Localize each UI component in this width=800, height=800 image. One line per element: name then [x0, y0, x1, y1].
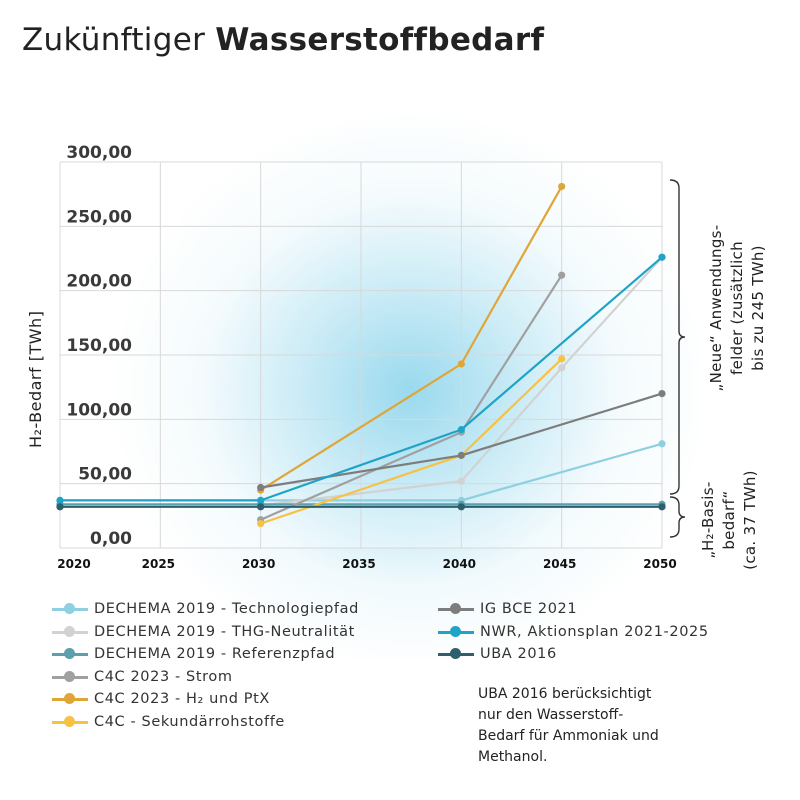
legend-label: DECHEMA 2019 - THG-Neutralität — [94, 623, 355, 640]
x-tick-label: 2045 — [543, 557, 576, 571]
legend-column-left: DECHEMA 2019 - Technologiepfad DECHEMA 20… — [52, 598, 359, 733]
legend-swatch — [52, 648, 88, 660]
data-point — [457, 451, 465, 459]
y-tick-label: 100,00 — [66, 400, 132, 420]
data-point — [558, 355, 566, 363]
annotation-neue-anwendungsfelder: „Neue“ Anwendungs- felder (zusätzlich bi… — [707, 224, 767, 392]
data-point — [658, 440, 666, 448]
x-tick-label: 2050 — [643, 557, 676, 571]
title-bold: Wasserstoffbedarf — [215, 22, 545, 58]
legend-label: NWR, Aktionsplan 2021-2025 — [480, 623, 709, 640]
x-tick-label: 2025 — [142, 557, 175, 571]
legend-swatch — [52, 693, 88, 705]
legend-label: IG BCE 2021 — [480, 601, 578, 618]
data-point — [658, 253, 666, 261]
legend-column-right: IG BCE 2021 NWR, Aktionsplan 2021-2025 UBA… — [438, 598, 709, 666]
data-point — [457, 360, 465, 368]
legend-swatch — [52, 625, 88, 638]
legend-item: C4C 2023 - H₂ und PtX — [52, 688, 359, 711]
data-point — [457, 477, 465, 485]
data-point — [56, 496, 64, 504]
data-point — [257, 483, 265, 492]
legend-item: IG BCE 2021 — [438, 598, 709, 621]
data-point — [457, 426, 465, 434]
y-tick-label: 200,00 — [66, 272, 132, 292]
legend-swatch — [52, 670, 88, 683]
x-tick-label: 2030 — [242, 557, 275, 571]
footnote: UBA 2016 berücksichtigt nur den Wasserst… — [478, 686, 659, 765]
legend-item: DECHEMA 2019 - Referenzpfad — [52, 643, 359, 666]
data-point — [558, 182, 566, 191]
legend-label: DECHEMA 2019 - Technologiepfad — [94, 601, 359, 618]
y-axis-label: H₂-Bedarf [TWh] — [26, 310, 45, 448]
y-tick-label: 0,00 — [90, 529, 132, 549]
legend-item: C4C 2023 - Strom — [52, 666, 359, 689]
legend-item: C4C - Sekundärrohstoffe — [52, 711, 359, 734]
legend-swatch — [438, 625, 474, 638]
data-point — [257, 519, 265, 528]
data-point — [56, 503, 64, 511]
legend-item: NWR, Aktionsplan 2021-2025 — [438, 621, 709, 644]
y-tick-label: 250,00 — [66, 207, 132, 227]
series-line-1 — [260, 256, 663, 507]
legend-label: UBA 2016 — [480, 646, 557, 663]
legend-swatch — [438, 603, 474, 615]
x-tick-label: 2020 — [57, 557, 90, 571]
x-tick-label: 2040 — [443, 557, 476, 571]
title-light: Zukünftiger — [22, 22, 206, 58]
brace-neue-anwendungsfelder — [669, 179, 686, 495]
legend-label: DECHEMA 2019 - Referenzpfad — [94, 646, 336, 663]
series-line-7 — [60, 256, 663, 502]
legend-swatch — [52, 715, 88, 728]
legend-item: DECHEMA 2019 - Technologiepfad — [52, 598, 359, 621]
y-tick-label: 50,00 — [78, 465, 132, 485]
data-point — [257, 496, 265, 504]
y-tick-label: 300,00 — [66, 143, 132, 163]
legend-swatch — [52, 603, 88, 615]
data-point — [558, 271, 566, 279]
chart-title: Zukünftiger Wasserstoffbedarf — [22, 22, 544, 58]
data-point — [558, 364, 566, 372]
y-tick-label: 150,00 — [66, 336, 132, 356]
legend-item: UBA 2016 — [438, 643, 709, 666]
legend-label: C4C - Sekundärrohstoffe — [94, 713, 285, 730]
brace-basisbedarf — [669, 496, 686, 538]
legend-swatch — [438, 648, 474, 660]
data-point — [457, 503, 465, 511]
legend-label: C4C 2023 - H₂ und PtX — [94, 691, 270, 708]
annotation-basisbedarf: „H₂-Basis- bedarf“ (ca. 37 TWh) — [699, 470, 759, 570]
data-point — [658, 390, 666, 398]
legend-item: DECHEMA 2019 - THG-Neutralität — [52, 621, 359, 644]
data-point — [257, 503, 265, 511]
legend-label: C4C 2023 - Strom — [94, 668, 233, 685]
x-tick-label: 2035 — [342, 557, 375, 571]
data-point — [658, 503, 666, 511]
